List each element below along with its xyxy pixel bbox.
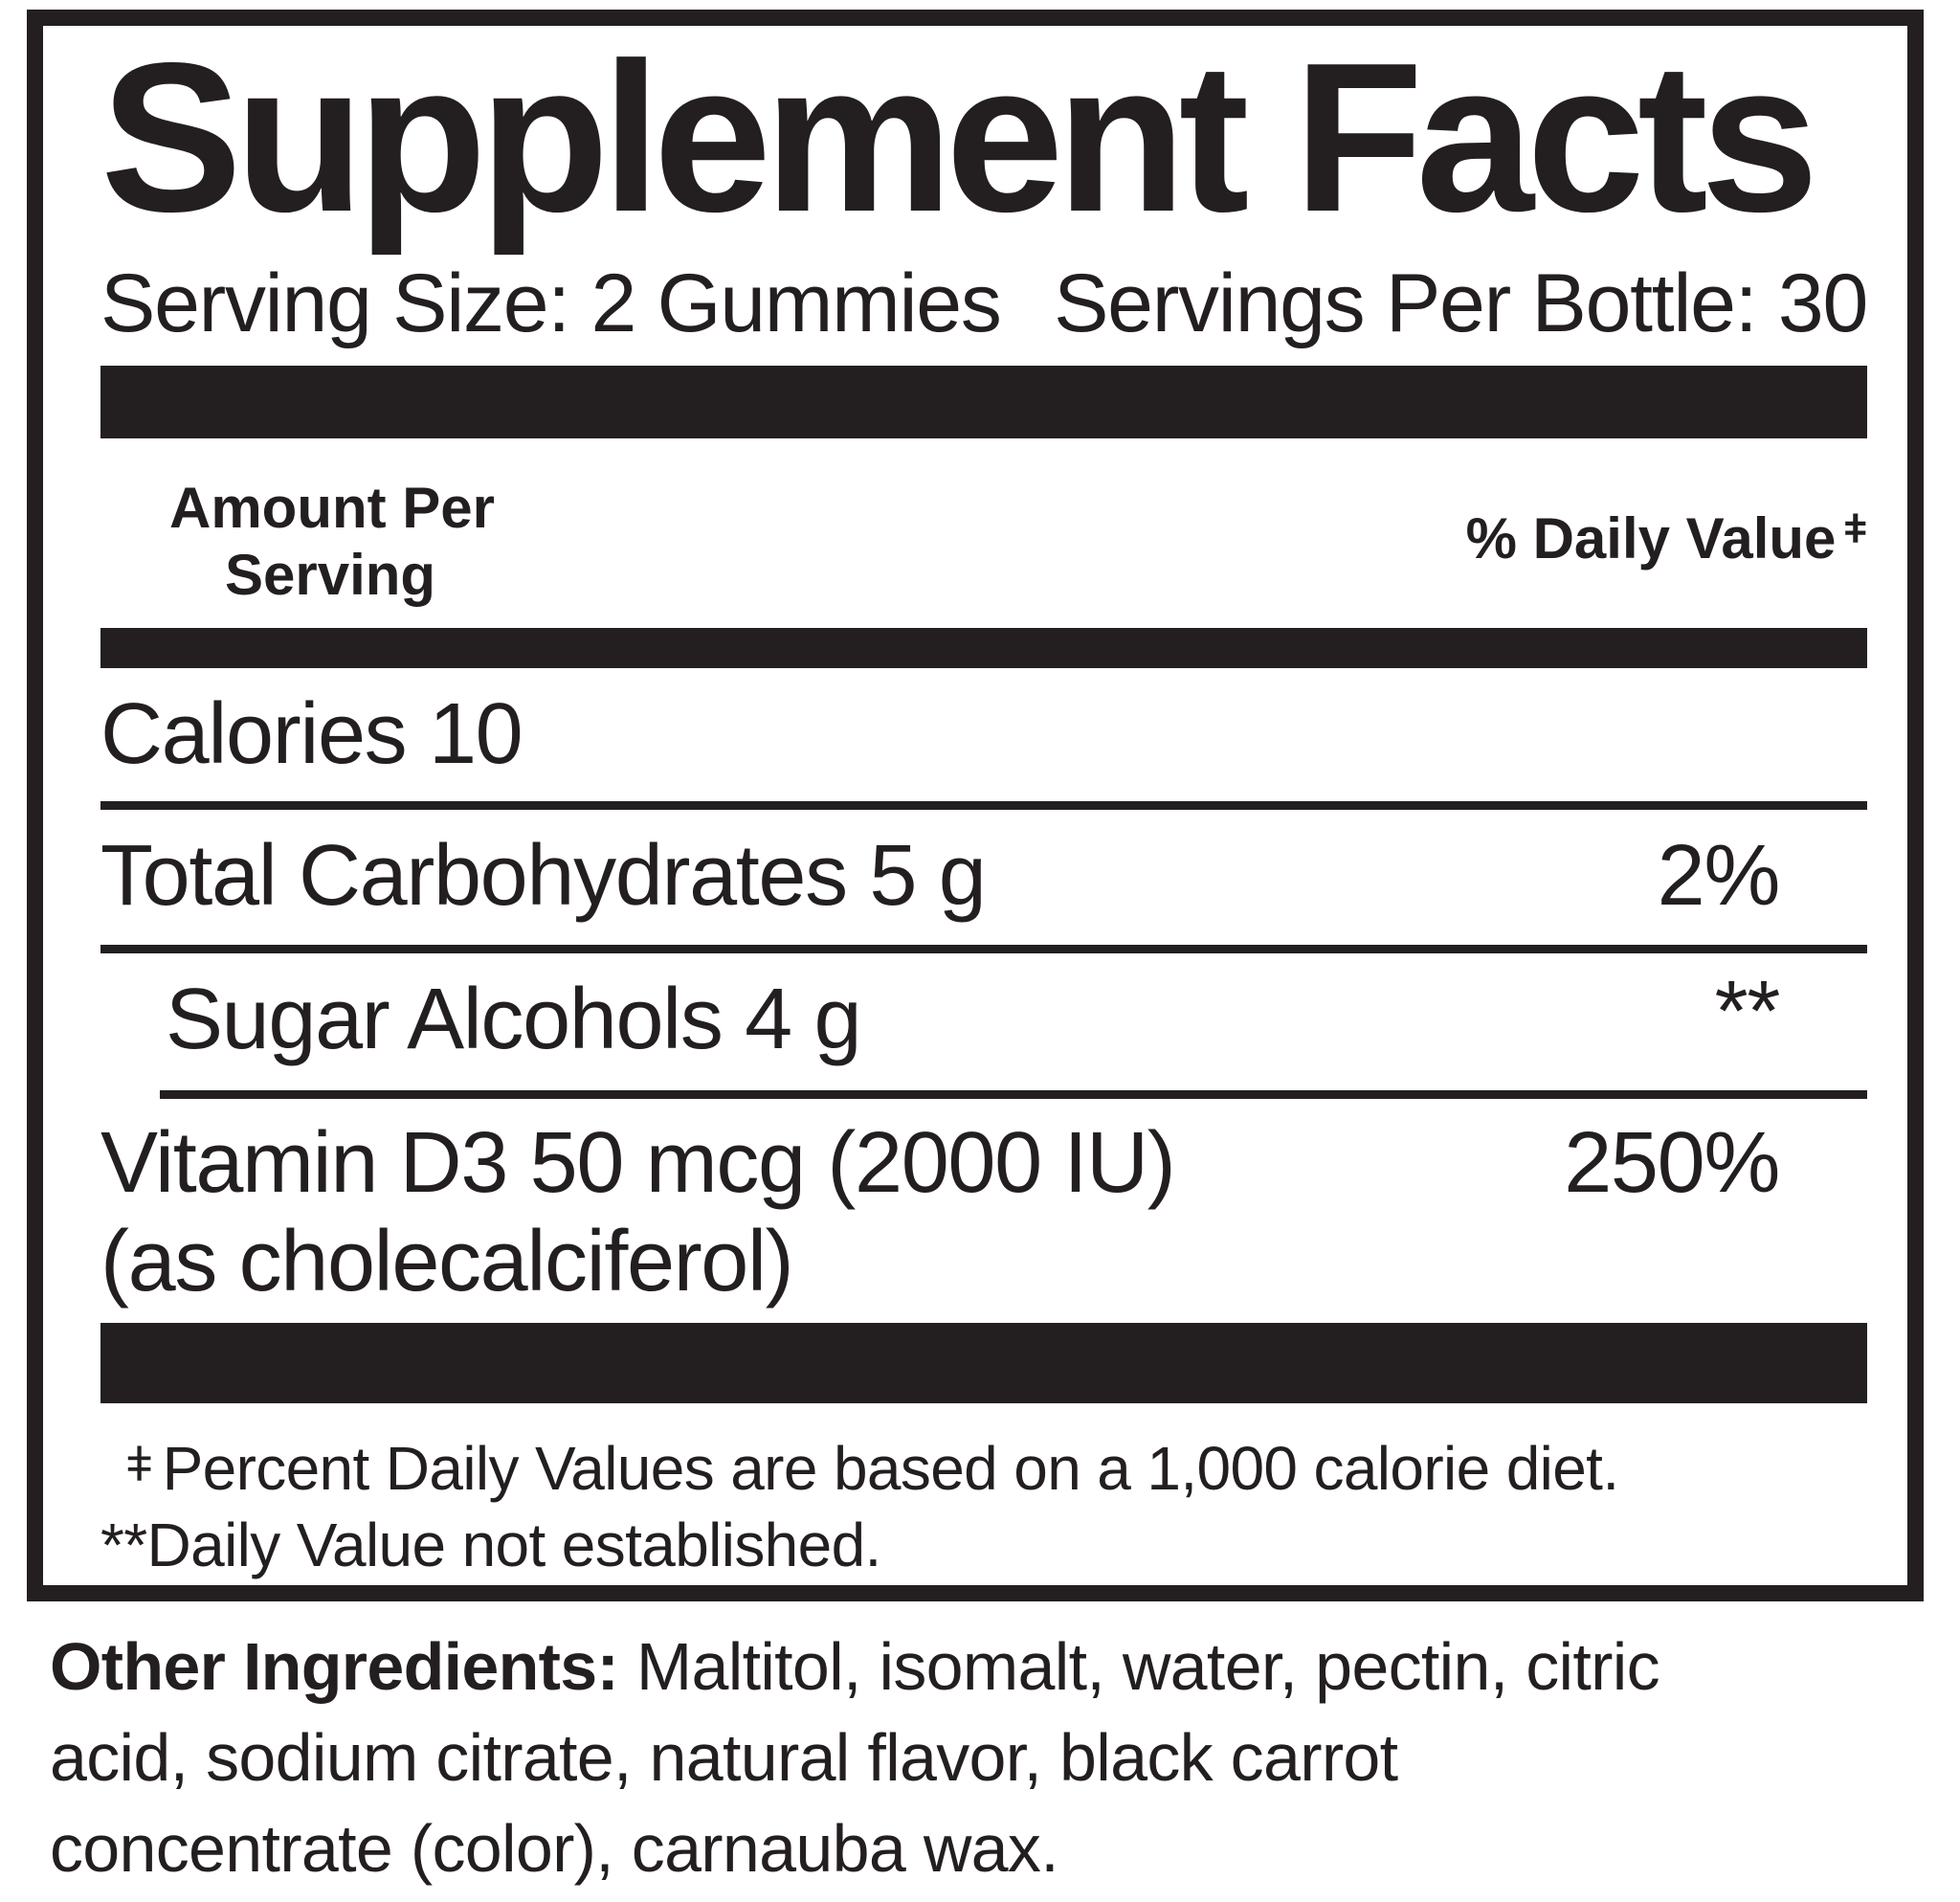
row-divider-indented — [160, 1089, 1867, 1099]
footnote-symbol: ǂ — [125, 1437, 153, 1491]
other-ingredients-line3: concentrate (color), carnauba wax. — [50, 1811, 1059, 1886]
nutrient-name: Calories 10 — [100, 685, 523, 782]
serving-size: Serving Size: 2 Gummies — [100, 257, 1002, 349]
vitamin-d3-line2: (as cholecalciferol) — [100, 1213, 794, 1309]
other-ingredients-line2: acid, sodium citrate, natural flavor, bl… — [50, 1720, 1398, 1795]
amount-per-serving-header: Amount Per Serving — [100, 475, 495, 609]
row-vitamin-d3: Vitamin D3 50 mcg (2000 IU) (as cholecal… — [100, 1099, 1867, 1323]
nutrient-name: Sugar Alcohols 4 g — [166, 971, 862, 1067]
amount-per-line1: Amount Per — [169, 475, 496, 540]
row-divider — [100, 944, 1867, 953]
nutrient-name: Vitamin D3 50 mcg (2000 IU) (as cholecal… — [100, 1114, 1176, 1311]
vitamin-d3-line1: Vitamin D3 50 mcg (2000 IU) — [100, 1114, 1176, 1211]
row-divider — [100, 800, 1867, 810]
separator-bar-bottom — [100, 1322, 1867, 1403]
facts-panel: Supplement Facts Serving Size: 2 Gummies… — [27, 10, 1924, 1601]
amount-per-line2: Serving — [225, 542, 436, 607]
nutrient-value: 2% — [1657, 827, 1781, 924]
other-ingredients-heading: Other Ingredients: — [50, 1629, 619, 1704]
other-ingredients: Other Ingredients: Maltitol, isomalt, wa… — [50, 1622, 1914, 1894]
footnote-daily-value: ǂ Percent Daily Values are based on a 1,0… — [100, 1426, 1867, 1507]
column-headers: Amount Per Serving % Daily Value ǂ — [100, 475, 1867, 609]
serving-info: Serving Size: 2 Gummies Servings Per Bot… — [100, 257, 1868, 352]
daily-value-footnote-symbol: ǂ — [1843, 505, 1867, 551]
daily-value-header: % Daily Value ǂ — [1466, 505, 1867, 578]
other-ingredients-line1: Other Ingredients: Maltitol, isomalt, wa… — [50, 1622, 1914, 1712]
row-total-carbohydrates: Total Carbohydrates 5 g 2% — [100, 810, 1867, 945]
other-ingredients-line1-rest: Maltitol, isomalt, water, pectin, citric — [635, 1629, 1660, 1704]
row-sugar-alcohols: Sugar Alcohols 4 g ** — [100, 953, 1867, 1090]
panel-title: Supplement Facts — [100, 19, 1819, 257]
daily-value-label: % Daily Value — [1465, 505, 1837, 571]
footnote-not-established: **Daily Value not established. — [100, 1510, 881, 1579]
nutrient-value: 250% — [1564, 1114, 1780, 1211]
nutrient-name: Total Carbohydrates 5 g — [100, 827, 987, 924]
separator-bar-header — [100, 627, 1867, 668]
row-calories: Calories 10 — [100, 668, 1867, 801]
nutrient-value: ** — [1714, 963, 1781, 1060]
separator-bar-top — [100, 365, 1867, 438]
servings-per-bottle: Servings Per Bottle: 30 — [1054, 257, 1868, 349]
footnote-text: Percent Daily Values are based on a 1,00… — [162, 1433, 1620, 1503]
